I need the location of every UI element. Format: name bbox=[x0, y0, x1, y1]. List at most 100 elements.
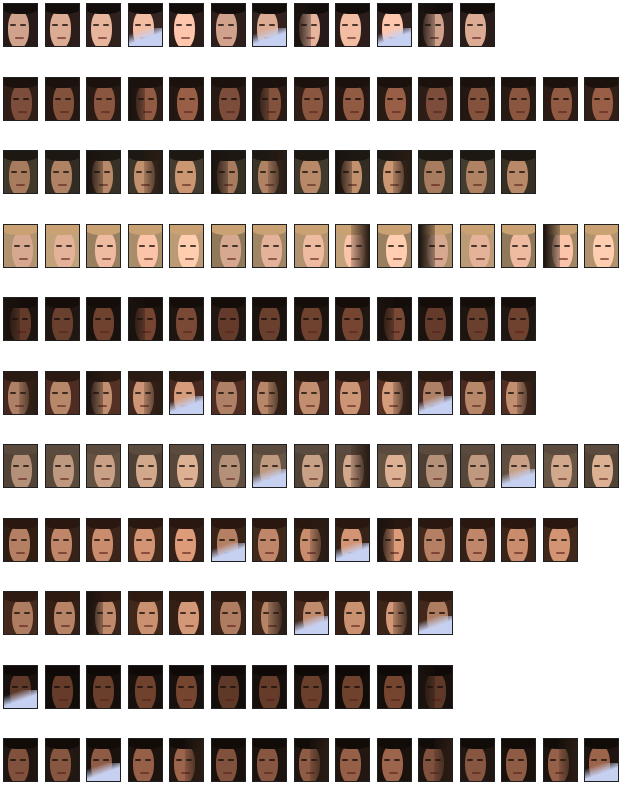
mouth-mark bbox=[431, 551, 440, 554]
face-region bbox=[466, 524, 487, 561]
eye-mark bbox=[22, 685, 28, 688]
occlusion-region bbox=[87, 371, 103, 414]
eye-mark bbox=[21, 538, 27, 541]
occlusion-region bbox=[559, 739, 577, 781]
hair-region bbox=[170, 298, 203, 308]
hair-region bbox=[378, 739, 411, 749]
face-thumbnail bbox=[45, 738, 80, 782]
face-region bbox=[382, 745, 403, 781]
eye-mark bbox=[259, 391, 265, 394]
face-thumbnail bbox=[252, 150, 287, 194]
hair-region bbox=[378, 445, 411, 455]
eye-mark bbox=[303, 685, 309, 688]
hair-region bbox=[46, 151, 79, 161]
eye-mark bbox=[478, 171, 484, 173]
eye-mark bbox=[186, 391, 192, 394]
eye-mark bbox=[104, 171, 110, 173]
eye-mark bbox=[220, 318, 226, 320]
face-thumbnail bbox=[377, 297, 412, 341]
eye-mark bbox=[103, 391, 109, 394]
mouth-mark bbox=[306, 404, 315, 407]
eye-mark bbox=[228, 24, 234, 26]
hair-region bbox=[212, 592, 245, 602]
eye-mark bbox=[353, 171, 359, 173]
face-thumbnail bbox=[460, 223, 495, 268]
occlusion-region bbox=[87, 151, 103, 193]
eye-mark bbox=[261, 318, 267, 320]
eye-mark bbox=[387, 97, 393, 100]
face-region bbox=[216, 10, 237, 46]
face-region bbox=[257, 745, 278, 781]
mouth-mark bbox=[185, 257, 194, 260]
hair-region bbox=[295, 371, 328, 382]
face-thumbnail bbox=[460, 76, 495, 121]
eye-mark bbox=[311, 391, 317, 394]
eye-mark bbox=[313, 318, 319, 320]
eye-mark bbox=[136, 538, 142, 541]
hair-region bbox=[502, 224, 535, 235]
eye-mark bbox=[312, 171, 318, 173]
mouth-mark bbox=[227, 625, 236, 627]
occlusion-region bbox=[310, 518, 328, 561]
hair-region bbox=[336, 665, 369, 676]
face-region bbox=[220, 230, 241, 267]
occlusion-region bbox=[419, 224, 435, 267]
face-thumbnail bbox=[335, 150, 370, 194]
eye-mark bbox=[425, 759, 431, 761]
occlusion-region bbox=[419, 395, 452, 414]
mouth-mark bbox=[310, 257, 319, 260]
face-thumbnail bbox=[45, 517, 80, 562]
face-thumbnail bbox=[377, 76, 412, 121]
hair-region bbox=[87, 298, 120, 308]
hair-region bbox=[4, 4, 37, 14]
mouth-mark bbox=[144, 257, 153, 260]
hair-region bbox=[212, 445, 245, 455]
eye-mark bbox=[95, 318, 101, 320]
hair-region bbox=[378, 77, 411, 88]
face-thumbnail bbox=[3, 591, 38, 635]
face-region bbox=[592, 451, 613, 487]
eye-mark bbox=[230, 318, 236, 320]
eye-mark bbox=[62, 24, 68, 26]
hair-region bbox=[87, 445, 120, 455]
face-thumbnail bbox=[335, 444, 370, 488]
occlusion-region bbox=[419, 616, 452, 634]
face-region bbox=[301, 671, 322, 708]
eye-mark bbox=[522, 244, 528, 247]
eye-mark bbox=[304, 465, 310, 467]
eye-mark bbox=[220, 685, 226, 688]
hair-region bbox=[87, 4, 120, 14]
eye-mark bbox=[53, 171, 59, 173]
face-thumbnail bbox=[335, 297, 370, 341]
eye-mark bbox=[601, 759, 607, 761]
hair-region bbox=[4, 592, 37, 602]
face-region bbox=[93, 671, 114, 708]
occlusion-region bbox=[185, 739, 203, 781]
mouth-mark bbox=[183, 698, 192, 701]
face-region bbox=[301, 304, 322, 340]
mouth-mark bbox=[347, 772, 356, 774]
face-thumbnail bbox=[335, 664, 370, 709]
eye-mark bbox=[176, 391, 182, 394]
hair-region bbox=[170, 518, 203, 529]
face-thumbnail bbox=[418, 76, 453, 121]
eye-mark bbox=[221, 465, 227, 467]
mouth-mark bbox=[17, 331, 26, 333]
mouth-mark bbox=[432, 331, 441, 333]
eye-mark bbox=[20, 759, 26, 761]
eye-mark bbox=[55, 97, 61, 100]
eye-mark bbox=[270, 538, 276, 541]
hair-region bbox=[46, 739, 79, 749]
face-thumbnail bbox=[86, 664, 121, 709]
mouth-mark bbox=[475, 478, 484, 480]
face-thumbnail bbox=[45, 444, 80, 488]
face-thumbnail bbox=[211, 223, 246, 268]
face-thumbnail bbox=[252, 297, 287, 341]
face-thumbnail bbox=[211, 297, 246, 341]
face-thumbnail bbox=[169, 150, 204, 194]
mouth-mark bbox=[308, 331, 317, 333]
face-region bbox=[300, 157, 321, 193]
occlusion-region bbox=[129, 28, 162, 46]
face-thumbnail bbox=[377, 223, 412, 268]
face-thumbnail bbox=[543, 444, 578, 488]
